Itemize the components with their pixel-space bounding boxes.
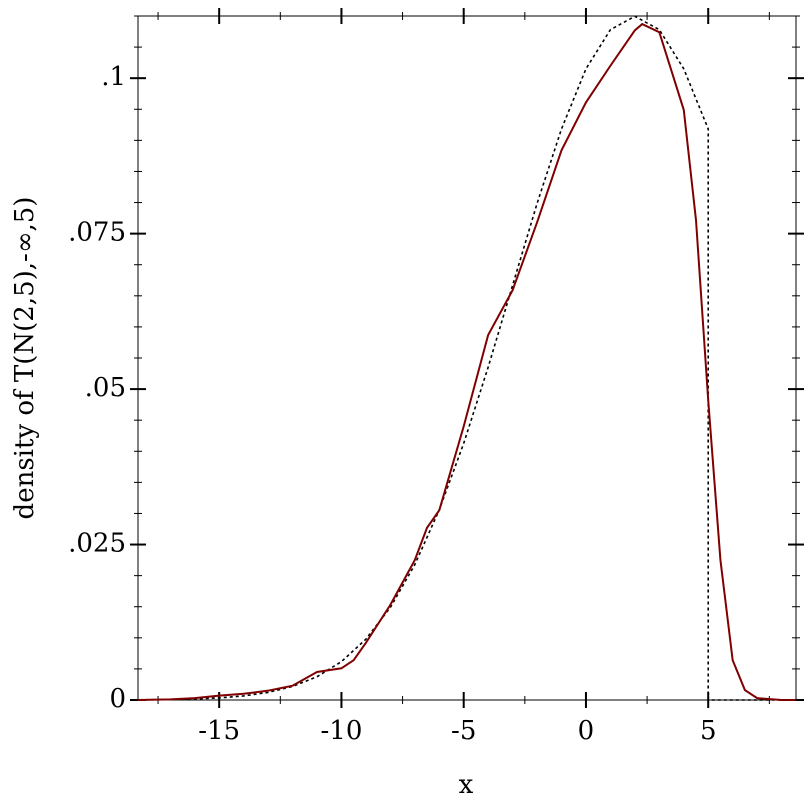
y-tick-label: 0	[109, 684, 126, 714]
y-tick-label: .05	[85, 373, 126, 403]
x-tick-label: -5	[451, 716, 476, 746]
y-tick-label: .025	[68, 529, 126, 559]
density-line	[137, 22, 796, 701]
x-tick-label: 5	[700, 716, 717, 746]
density-line	[145, 15, 796, 701]
x-tick-label: -10	[321, 716, 363, 746]
x-axis-label: x	[459, 770, 474, 800]
y-axis-label: density of T(N(2,5),-∞,5)	[10, 197, 40, 520]
y-tick-label: .1	[101, 62, 126, 92]
plot-frame	[137, 15, 797, 701]
y-tick-label: .075	[68, 218, 126, 248]
x-tick-label: -15	[198, 716, 240, 746]
x-tick-label: 0	[578, 716, 595, 746]
